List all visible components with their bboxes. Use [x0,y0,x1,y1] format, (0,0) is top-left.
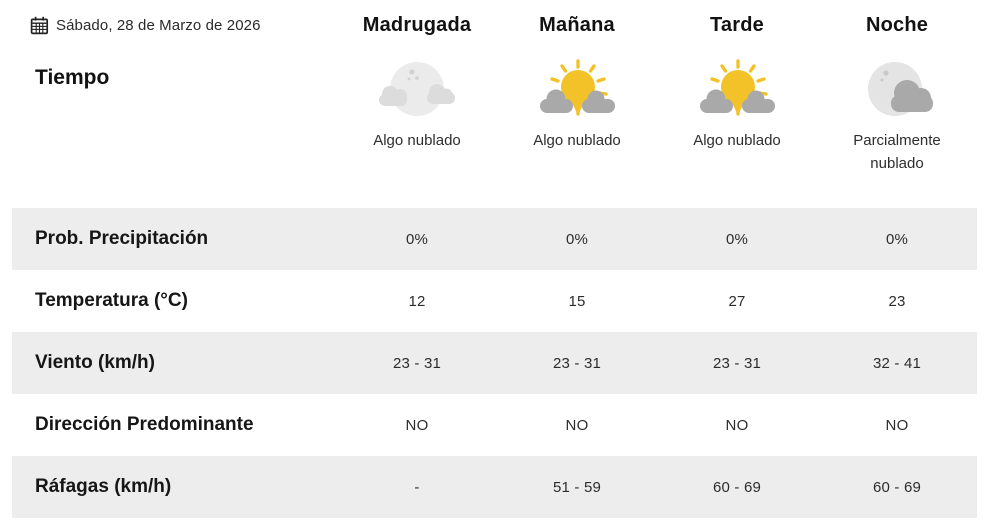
weather-caption: Algo nublado [693,132,781,149]
table-cell: 23 - 31 [712,354,762,372]
cloudy-night-icon [375,56,459,126]
table-cell: - [414,478,420,496]
table-row-wind-direction: Dirección Predominante NO NO NO NO [12,394,977,456]
weather-cell-manana: Algo nublado [497,56,657,153]
table-cell: 32 - 41 [872,354,922,372]
calendar-icon [30,16,49,35]
row-label: Ráfagas (km/h) [35,476,172,497]
forecast-header: Sábado, 28 de Marzo de 2026 Madrugada Ma… [12,8,977,42]
weather-caption: Parcialmente nublado [853,132,941,172]
table-cell: 12 [408,292,426,310]
sun-behind-cloud-icon [532,56,622,126]
weather-conditions-row: Tiempo Algo nublado [12,56,977,202]
table-cell: 15 [568,292,586,310]
table-row-temperature: Temperatura (°C) 12 15 27 23 [12,270,977,332]
table-cell: 0% [565,230,589,248]
column-header-manana: Mañana [539,13,615,36]
table-cell: 23 - 31 [552,354,602,372]
table-cell: 60 - 69 [712,478,762,496]
table-cell: NO [405,416,429,434]
table-cell: 0% [405,230,429,248]
forecast-date: Sábado, 28 de Marzo de 2026 [12,16,337,35]
table-row-precipitation: Prob. Precipitación 0% 0% 0% 0% [12,208,977,270]
column-header-noche: Noche [865,13,929,36]
column-header-tarde: Tarde [710,13,764,36]
row-label-tiempo: Tiempo [35,66,110,89]
table-row-wind: Viento (km/h) 23 - 31 23 - 31 23 - 31 32… [12,332,977,394]
weather-cell-tarde: Algo nublado [657,56,817,153]
table-cell: 23 [888,292,906,310]
row-label: Dirección Predominante [35,414,254,435]
row-label: Viento (km/h) [35,352,155,373]
table-row-gusts: Ráfagas (km/h) - 51 - 59 60 - 69 60 - 69 [12,456,977,518]
weather-cell-noche: Parcialmente nublado [817,56,977,175]
weather-caption: Algo nublado [373,132,461,149]
sun-behind-cloud-icon [692,56,782,126]
table-cell: 51 - 59 [552,478,602,496]
table-cell: NO [725,416,749,434]
row-label: Temperatura (°C) [35,290,188,311]
table-cell: NO [885,416,909,434]
weather-caption: Algo nublado [533,132,621,149]
row-label: Prob. Precipitación [35,228,209,249]
weather-cell-madrugada: Algo nublado [337,56,497,153]
forecast-table: Prob. Precipitación 0% 0% 0% 0% Temperat… [0,208,992,518]
table-cell: 60 - 69 [872,478,922,496]
date-label: Sábado, 28 de Marzo de 2026 [56,16,261,34]
table-cell: NO [565,416,589,434]
table-cell: 27 [728,292,746,310]
table-cell: 23 - 31 [392,354,442,372]
table-cell: 0% [725,230,749,248]
column-header-madrugada: Madrugada [362,13,472,36]
moon-behind-cloud-icon [855,56,939,126]
table-cell: 0% [885,230,909,248]
